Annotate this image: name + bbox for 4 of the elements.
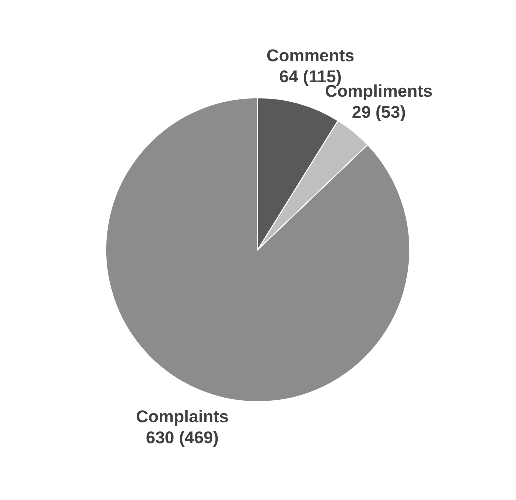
slice-label: Complaints — [136, 408, 229, 427]
data-label: 29 (53) — [352, 102, 406, 122]
data-label: 630 (469) — [146, 428, 219, 448]
slice-label: Comments — [266, 46, 355, 66]
